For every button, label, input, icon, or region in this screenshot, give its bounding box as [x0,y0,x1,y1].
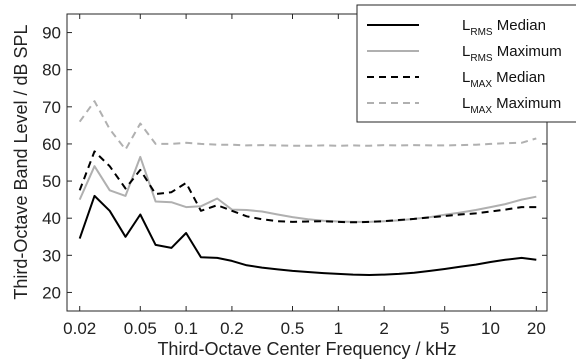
series-line-l-max-maximum [78,100,537,151]
x-tick-label: 0.02 [63,319,96,338]
axis-ticks: 0.02 0.05 0.1 0.2 0.5 1 2 5 10 20 20 30 40 50 60 70 80 90 [42,14,547,338]
x-tick-label: 0.5 [281,319,305,338]
y-tick-label: 50 [42,172,61,191]
x-tick-label: 10 [481,319,500,338]
x-tick-label: 1 [334,319,343,338]
x-tick-label: 0.2 [220,319,244,338]
series-line-l-max-median [78,150,537,224]
legend: LRMS Median LRMS Maximum LMAX Median LMAX M… [356,4,576,123]
x-tick-label: 0.05 [124,319,157,338]
legend-label: LRMS Maximum [462,43,562,64]
x-tick-label: 2 [379,319,388,338]
legend-label: LMAX Median [462,69,545,90]
y-tick-label: 40 [42,209,61,228]
x-tick-label: 20 [527,319,546,338]
legend-label: LRMS Median [462,17,546,38]
y-tick-label: 70 [42,98,61,117]
y-tick-label: 60 [42,135,61,154]
series-line-l-rms-median [78,194,537,276]
y-tick-label: 20 [42,283,61,302]
x-tick-label: 5 [440,319,449,338]
series-line-l-rms-maximum [78,155,537,223]
y-tick-label: 30 [42,246,61,265]
legend-label: LMAX Maximum [462,95,561,116]
x-tick-label: 0.1 [174,319,198,338]
y-tick-label: 90 [42,24,61,43]
x-axis-title: Third-Octave Center Frequency / kHz [157,339,456,359]
y-tick-label: 80 [42,61,61,80]
series-lines [78,100,537,276]
y-axis-title: Third-Octave Band Level / dB SPL [11,24,31,299]
